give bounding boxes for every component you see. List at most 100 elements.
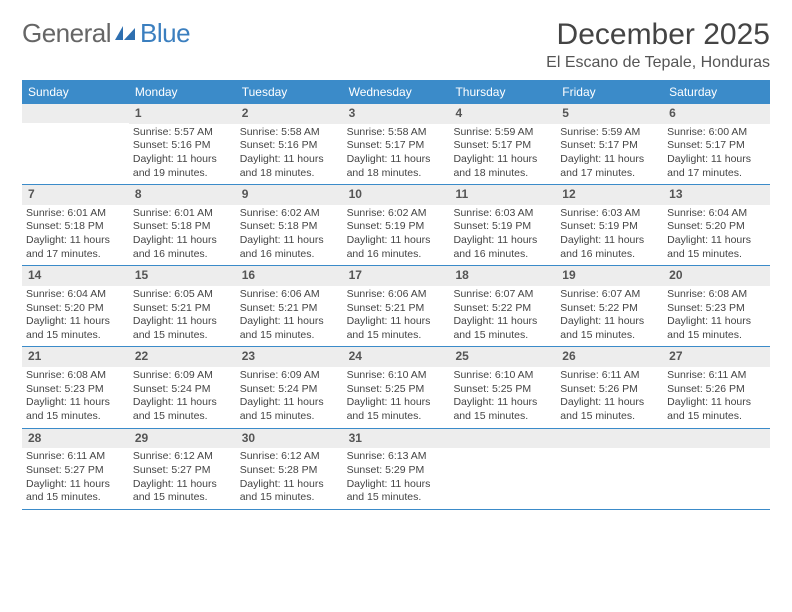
logo-text-2: Blue: [140, 18, 190, 49]
day-number: 28: [22, 429, 129, 449]
daylight-text: Daylight: 11 hours and 16 minutes.: [560, 234, 659, 261]
day-body: Sunrise: 6:07 AMSunset: 5:22 PMDaylight:…: [556, 286, 663, 347]
daylight-text: Daylight: 11 hours and 15 minutes.: [240, 396, 339, 423]
day-number: [663, 429, 770, 448]
day-body: Sunrise: 5:58 AMSunset: 5:17 PMDaylight:…: [343, 124, 450, 185]
day-body: [556, 448, 663, 504]
weekday-label: Friday: [556, 80, 663, 104]
sunrise-text: Sunrise: 6:06 AM: [347, 288, 446, 302]
day-body: Sunrise: 6:05 AMSunset: 5:21 PMDaylight:…: [129, 286, 236, 347]
day-body: Sunrise: 6:03 AMSunset: 5:19 PMDaylight:…: [556, 205, 663, 266]
sunset-text: Sunset: 5:17 PM: [347, 139, 446, 153]
day-number: 13: [663, 185, 770, 205]
sunset-text: Sunset: 5:18 PM: [26, 220, 125, 234]
sunrise-text: Sunrise: 6:05 AM: [133, 288, 232, 302]
day-number: 19: [556, 266, 663, 286]
sunset-text: Sunset: 5:27 PM: [26, 464, 125, 478]
day-body: Sunrise: 5:58 AMSunset: 5:16 PMDaylight:…: [236, 124, 343, 185]
sunrise-text: Sunrise: 6:11 AM: [667, 369, 766, 383]
day-cell: 28Sunrise: 6:11 AMSunset: 5:27 PMDayligh…: [22, 429, 129, 509]
logo: General Blue: [22, 18, 190, 49]
day-body: Sunrise: 6:09 AMSunset: 5:24 PMDaylight:…: [236, 367, 343, 428]
day-cell: 3Sunrise: 5:58 AMSunset: 5:17 PMDaylight…: [343, 104, 450, 184]
week-row: 21Sunrise: 6:08 AMSunset: 5:23 PMDayligh…: [22, 347, 770, 428]
day-number: 8: [129, 185, 236, 205]
sunset-text: Sunset: 5:24 PM: [240, 383, 339, 397]
sunset-text: Sunset: 5:16 PM: [133, 139, 232, 153]
daylight-text: Daylight: 11 hours and 18 minutes.: [347, 153, 446, 180]
day-body: Sunrise: 6:12 AMSunset: 5:28 PMDaylight:…: [236, 448, 343, 509]
sunset-text: Sunset: 5:23 PM: [667, 302, 766, 316]
sunset-text: Sunset: 5:22 PM: [453, 302, 552, 316]
sunrise-text: Sunrise: 6:01 AM: [26, 207, 125, 221]
day-number: [449, 429, 556, 448]
week-row: 28Sunrise: 6:11 AMSunset: 5:27 PMDayligh…: [22, 429, 770, 510]
daylight-text: Daylight: 11 hours and 15 minutes.: [453, 315, 552, 342]
sunrise-text: Sunrise: 5:58 AM: [347, 126, 446, 140]
daylight-text: Daylight: 11 hours and 15 minutes.: [667, 315, 766, 342]
weekday-label: Tuesday: [236, 80, 343, 104]
day-number: 9: [236, 185, 343, 205]
sunset-text: Sunset: 5:16 PM: [240, 139, 339, 153]
daylight-text: Daylight: 11 hours and 17 minutes.: [26, 234, 125, 261]
day-cell: 9Sunrise: 6:02 AMSunset: 5:18 PMDaylight…: [236, 185, 343, 265]
day-cell: 2Sunrise: 5:58 AMSunset: 5:16 PMDaylight…: [236, 104, 343, 184]
sunrise-text: Sunrise: 6:10 AM: [453, 369, 552, 383]
sunrise-text: Sunrise: 6:10 AM: [347, 369, 446, 383]
sunrise-text: Sunrise: 6:00 AM: [667, 126, 766, 140]
header: General Blue December 2025 El Escano de …: [22, 18, 770, 72]
day-cell: 4Sunrise: 5:59 AMSunset: 5:17 PMDaylight…: [449, 104, 556, 184]
day-body: Sunrise: 6:08 AMSunset: 5:23 PMDaylight:…: [663, 286, 770, 347]
sunrise-text: Sunrise: 6:07 AM: [560, 288, 659, 302]
sunset-text: Sunset: 5:28 PM: [240, 464, 339, 478]
day-number: 1: [129, 104, 236, 124]
sunrise-text: Sunrise: 6:07 AM: [453, 288, 552, 302]
sunrise-text: Sunrise: 6:13 AM: [347, 450, 446, 464]
sunrise-text: Sunrise: 6:11 AM: [26, 450, 125, 464]
day-cell: 6Sunrise: 6:00 AMSunset: 5:17 PMDaylight…: [663, 104, 770, 184]
month-title: December 2025: [546, 18, 770, 52]
daylight-text: Daylight: 11 hours and 17 minutes.: [667, 153, 766, 180]
day-number: 12: [556, 185, 663, 205]
day-body: Sunrise: 6:08 AMSunset: 5:23 PMDaylight:…: [22, 367, 129, 428]
daylight-text: Daylight: 11 hours and 16 minutes.: [240, 234, 339, 261]
daylight-text: Daylight: 11 hours and 15 minutes.: [133, 478, 232, 505]
day-cell: 20Sunrise: 6:08 AMSunset: 5:23 PMDayligh…: [663, 266, 770, 346]
sunrise-text: Sunrise: 6:04 AM: [667, 207, 766, 221]
day-cell: 5Sunrise: 5:59 AMSunset: 5:17 PMDaylight…: [556, 104, 663, 184]
day-cell: [449, 429, 556, 509]
daylight-text: Daylight: 11 hours and 15 minutes.: [240, 478, 339, 505]
daylight-text: Daylight: 11 hours and 16 minutes.: [347, 234, 446, 261]
day-cell: 13Sunrise: 6:04 AMSunset: 5:20 PMDayligh…: [663, 185, 770, 265]
daylight-text: Daylight: 11 hours and 15 minutes.: [240, 315, 339, 342]
day-cell: 7 Sunrise: 6:01 AMSunset: 5:18 PMDaylight…: [22, 185, 129, 265]
sunrise-text: Sunrise: 6:02 AM: [240, 207, 339, 221]
day-number: 24: [343, 347, 450, 367]
day-body: Sunrise: 6:02 AMSunset: 5:19 PMDaylight:…: [343, 205, 450, 266]
day-number: [556, 429, 663, 448]
sunset-text: Sunset: 5:21 PM: [347, 302, 446, 316]
sunrise-text: Sunrise: 6:02 AM: [347, 207, 446, 221]
day-number: 30: [236, 429, 343, 449]
sunrise-text: Sunrise: 6:12 AM: [240, 450, 339, 464]
daylight-text: Daylight: 11 hours and 15 minutes.: [667, 234, 766, 261]
day-cell: 21Sunrise: 6:08 AMSunset: 5:23 PMDayligh…: [22, 347, 129, 427]
day-cell: 31Sunrise: 6:13 AMSunset: 5:29 PMDayligh…: [343, 429, 450, 509]
day-body: Sunrise: 5:59 AMSunset: 5:17 PMDaylight:…: [556, 124, 663, 185]
day-body: Sunrise: 6:00 AMSunset: 5:17 PMDaylight:…: [663, 124, 770, 185]
day-cell: [556, 429, 663, 509]
day-body: Sunrise: 5:57 AMSunset: 5:16 PMDaylight:…: [129, 124, 236, 185]
daylight-text: Daylight: 11 hours and 15 minutes.: [453, 396, 552, 423]
day-number: 26: [556, 347, 663, 367]
day-number: 18: [449, 266, 556, 286]
day-number: 7: [22, 185, 129, 205]
day-body: Sunrise: 6:03 AMSunset: 5:19 PMDaylight:…: [449, 205, 556, 266]
weekday-label: Saturday: [663, 80, 770, 104]
daylight-text: Daylight: 11 hours and 15 minutes.: [560, 396, 659, 423]
day-number: 29: [129, 429, 236, 449]
daylight-text: Daylight: 11 hours and 16 minutes.: [453, 234, 552, 261]
week-row: 14Sunrise: 6:04 AMSunset: 5:20 PMDayligh…: [22, 266, 770, 347]
day-body: Sunrise: 6:04 AMSunset: 5:20 PMDaylight:…: [663, 205, 770, 266]
day-body: Sunrise: 6:11 AMSunset: 5:27 PMDaylight:…: [22, 448, 129, 509]
day-body: [22, 123, 129, 179]
